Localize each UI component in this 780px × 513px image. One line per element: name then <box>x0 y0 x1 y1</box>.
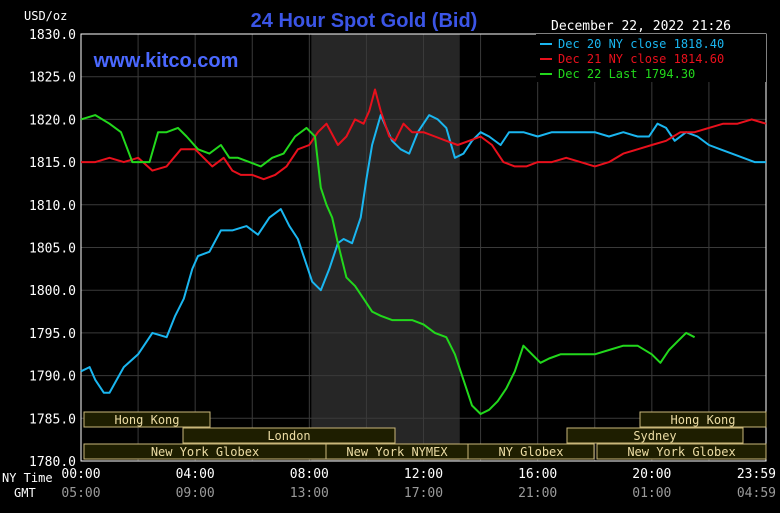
timestamp: December 22, 2022 21:26 <box>551 19 731 34</box>
market-session-box <box>566 427 744 444</box>
x-axis-ticks: 00:00 04:00 08:00 12:00 16:00 20:00 23:59 05:00… <box>61 467 776 501</box>
series-line-3 <box>80 114 696 415</box>
x-tick-label-ny: 00:00 <box>61 467 100 482</box>
y-tick-label: 1830.0 <box>29 28 76 43</box>
market-session-box <box>639 411 767 428</box>
market-session-box <box>182 427 396 444</box>
series-line-2 <box>81 88 767 181</box>
y-tick-label: 1815.0 <box>29 156 76 171</box>
legend-background <box>536 34 766 82</box>
gmt-label: GMT <box>14 486 36 500</box>
y-tick-label: 1805.0 <box>29 242 76 257</box>
plot-border <box>80 33 767 462</box>
legend-label-2: Dec 21 NY close 1814.60 <box>558 52 724 66</box>
market-session-label: Hong Kong <box>114 413 179 427</box>
market-session-label: New York Globex <box>151 445 259 459</box>
market-session-box <box>83 411 211 428</box>
legend-label-1: Dec 20 NY close 1818.40 <box>558 37 724 51</box>
y-tick-label: 1785.0 <box>29 412 76 427</box>
x-tick-label-ny: 04:00 <box>176 467 215 482</box>
x-tick-label-gmt: 17:00 <box>404 486 443 501</box>
x-tick-label-gmt: 13:00 <box>290 486 329 501</box>
x-tick-label-gmt: 01:00 <box>632 486 671 501</box>
x-tick-label-ny: 20:00 <box>632 467 671 482</box>
market-session-box <box>596 443 767 460</box>
ny-time-label: NY Time <box>2 471 53 485</box>
website-link[interactable]: www.kitco.com <box>93 50 239 72</box>
x-tick-label-gmt: 21:00 <box>518 486 557 501</box>
x-tick-label-gmt: 09:00 <box>176 486 215 501</box>
market-session-label: New York NYMEX <box>346 445 448 459</box>
y-tick-label: 1780.0 <box>29 455 76 470</box>
price-series <box>80 88 767 415</box>
market-session-label: Hong Kong <box>670 413 735 427</box>
x-tick-label-gmt: 04:59 <box>737 486 776 501</box>
market-session-box <box>467 443 595 460</box>
legend-label-3: Dec 22 Last 1794.30 <box>558 67 695 81</box>
y-tick-label: 1795.0 <box>29 327 76 342</box>
y-tick-label: 1820.0 <box>29 113 76 128</box>
x-tick-label-ny: 16:00 <box>518 467 557 482</box>
y-axis-ticks: 1830.0 1825.0 1820.0 1815.0 1810.0 1805.0 1800… <box>29 28 76 470</box>
y-tick-label: 1810.0 <box>29 199 76 214</box>
series-line-1 <box>80 114 766 394</box>
x-tick-label-ny: 08:00 <box>290 467 329 482</box>
y-tick-label: 1800.0 <box>29 284 76 299</box>
chart-title: 24 Hour Spot Gold (Bid) <box>251 10 478 32</box>
x-tick-label-ny: 12:00 <box>404 467 443 482</box>
y-tick-label: 1825.0 <box>29 71 76 86</box>
x-tick-label-ny: 23:59 <box>737 467 776 482</box>
market-session-label: Sydney <box>633 429 676 443</box>
market-session-label: London <box>267 429 310 443</box>
market-session-label: NY Globex <box>498 445 563 459</box>
market-sessions: Hong Kong Hong Kong London Sydney New York G… <box>83 411 767 460</box>
y-tick-label: 1790.0 <box>29 370 76 385</box>
x-tick-label-gmt: 05:00 <box>61 486 100 501</box>
market-session-label: New York Globex <box>627 445 735 459</box>
y-axis-unit: USD/oz <box>24 9 67 23</box>
